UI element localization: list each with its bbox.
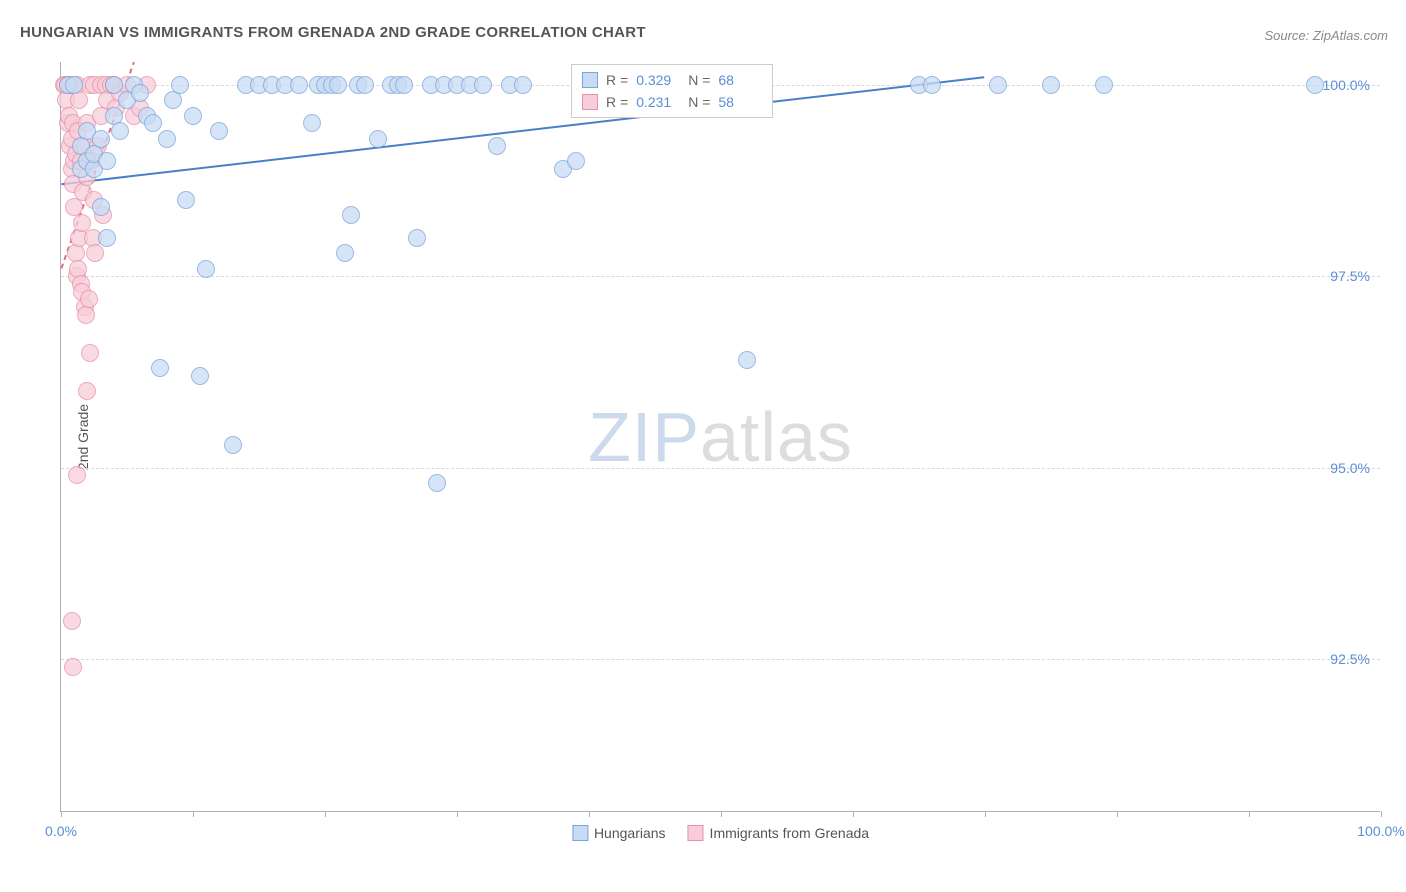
ytick-label: 97.5%: [1330, 268, 1370, 284]
chart-title: HUNGARIAN VS IMMIGRANTS FROM GRENADA 2ND…: [20, 24, 646, 41]
watermark: ZIPatlas: [588, 397, 853, 477]
scatter-point-grenada: [77, 306, 95, 324]
xtick: [1381, 811, 1382, 817]
r-label: R =: [606, 72, 628, 88]
n-label: N =: [688, 72, 710, 88]
xtick: [1249, 811, 1250, 817]
scatter-point-hungarians: [303, 114, 321, 132]
scatter-point-hungarians: [923, 76, 941, 94]
xtick: [61, 811, 62, 817]
scatter-point-hungarians: [474, 76, 492, 94]
scatter-point-hungarians: [184, 107, 202, 125]
legend-swatch: [582, 94, 598, 110]
scatter-point-hungarians: [65, 76, 83, 94]
scatter-point-hungarians: [158, 130, 176, 148]
plot-area: 2nd Grade ZIPatlas 92.5% 95.0% 97.5% 100.0%…: [60, 62, 1380, 812]
scatter-point-grenada: [81, 344, 99, 362]
xtick: [721, 811, 722, 817]
y-axis-label: 2nd Grade: [75, 403, 91, 469]
trendlines-svg: [61, 62, 1380, 811]
xtick: [589, 811, 590, 817]
xtick-label: 100.0%: [1357, 823, 1404, 839]
scatter-point-hungarians: [329, 76, 347, 94]
scatter-point-hungarians: [290, 76, 308, 94]
scatter-point-hungarians: [191, 367, 209, 385]
scatter-point-hungarians: [369, 130, 387, 148]
scatter-point-hungarians: [171, 76, 189, 94]
scatter-point-hungarians: [428, 474, 446, 492]
scatter-point-hungarians: [111, 122, 129, 140]
scatter-point-grenada: [80, 290, 98, 308]
n-label: N =: [688, 94, 710, 110]
scatter-point-hungarians: [514, 76, 532, 94]
legend-swatch: [688, 825, 704, 841]
scatter-point-hungarians: [738, 351, 756, 369]
xtick: [853, 811, 854, 817]
stats-row-grenada: R = 0.231 N = 58: [582, 91, 762, 113]
scatter-point-hungarians: [92, 130, 110, 148]
scatter-point-hungarians: [1306, 76, 1324, 94]
legend-item-grenada: Immigrants from Grenada: [688, 825, 870, 841]
correlation-stats-box: R = 0.329 N = 68 R = 0.231 N = 58: [571, 64, 773, 118]
n-value: 58: [718, 94, 762, 110]
legend-swatch: [582, 72, 598, 88]
xtick: [1117, 811, 1118, 817]
scatter-point-hungarians: [567, 152, 585, 170]
scatter-point-hungarians: [342, 206, 360, 224]
scatter-point-hungarians: [395, 76, 413, 94]
xtick: [325, 811, 326, 817]
scatter-point-hungarians: [1042, 76, 1060, 94]
scatter-point-grenada: [63, 612, 81, 630]
gridline: [61, 276, 1380, 277]
scatter-point-hungarians: [177, 191, 195, 209]
xtick-label: 0.0%: [45, 823, 77, 839]
legend-label: Immigrants from Grenada: [710, 825, 870, 841]
scatter-point-hungarians: [488, 137, 506, 155]
xtick: [457, 811, 458, 817]
scatter-point-hungarians: [989, 76, 1007, 94]
ytick-label: 95.0%: [1330, 460, 1370, 476]
stats-row-hungarians: R = 0.329 N = 68: [582, 69, 762, 91]
scatter-point-hungarians: [105, 76, 123, 94]
gridline: [61, 659, 1380, 660]
xtick: [193, 811, 194, 817]
ytick-label: 92.5%: [1330, 651, 1370, 667]
scatter-point-hungarians: [131, 84, 149, 102]
scatter-point-hungarians: [197, 260, 215, 278]
scatter-point-hungarians: [151, 359, 169, 377]
scatter-point-hungarians: [98, 152, 116, 170]
scatter-point-hungarians: [144, 114, 162, 132]
legend-swatch: [572, 825, 588, 841]
watermark-zip: ZIP: [588, 398, 700, 476]
r-value: 0.329: [636, 72, 680, 88]
scatter-point-hungarians: [98, 229, 116, 247]
xtick: [985, 811, 986, 817]
scatter-point-grenada: [68, 466, 86, 484]
scatter-point-hungarians: [336, 244, 354, 262]
r-label: R =: [606, 94, 628, 110]
scatter-point-hungarians: [356, 76, 374, 94]
scatter-point-hungarians: [224, 436, 242, 454]
ytick-label: 100.0%: [1323, 77, 1370, 93]
source-attribution: Source: ZipAtlas.com: [1264, 28, 1388, 43]
scatter-point-grenada: [86, 244, 104, 262]
scatter-point-grenada: [64, 658, 82, 676]
scatter-point-hungarians: [408, 229, 426, 247]
scatter-point-hungarians: [1095, 76, 1113, 94]
watermark-atlas: atlas: [700, 398, 853, 476]
legend-label: Hungarians: [594, 825, 666, 841]
scatter-point-hungarians: [210, 122, 228, 140]
gridline: [61, 468, 1380, 469]
legend: Hungarians Immigrants from Grenada: [572, 825, 869, 841]
legend-item-hungarians: Hungarians: [572, 825, 666, 841]
r-value: 0.231: [636, 94, 680, 110]
scatter-point-grenada: [78, 382, 96, 400]
scatter-point-hungarians: [92, 198, 110, 216]
n-value: 68: [718, 72, 762, 88]
